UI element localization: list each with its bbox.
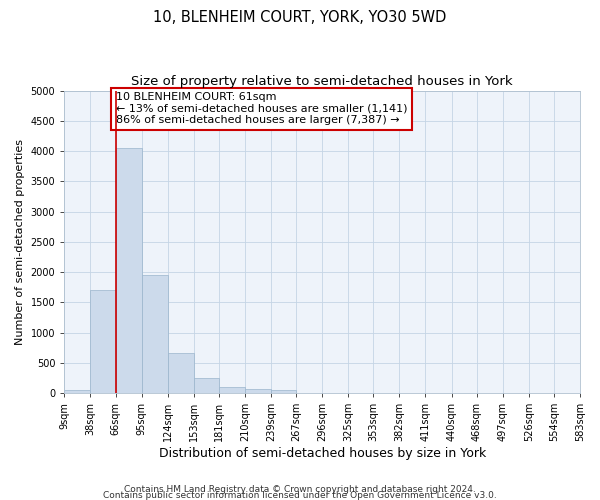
Bar: [271, 390, 296, 393]
Bar: [64, 390, 91, 393]
Bar: [219, 388, 245, 393]
Bar: [167, 352, 194, 393]
Text: 10 BLENHEIM COURT: 61sqm
← 13% of semi-detached houses are smaller (1,141)
86% o: 10 BLENHEIM COURT: 61sqm ← 13% of semi-d…: [116, 92, 407, 126]
Bar: [116, 148, 142, 393]
Bar: [194, 378, 219, 393]
Text: Contains HM Land Registry data © Crown copyright and database right 2024.: Contains HM Land Registry data © Crown c…: [124, 484, 476, 494]
Y-axis label: Number of semi-detached properties: Number of semi-detached properties: [15, 139, 25, 345]
Text: Contains public sector information licensed under the Open Government Licence v3: Contains public sector information licen…: [103, 490, 497, 500]
X-axis label: Distribution of semi-detached houses by size in York: Distribution of semi-detached houses by …: [158, 447, 486, 460]
Bar: [245, 389, 271, 393]
Title: Size of property relative to semi-detached houses in York: Size of property relative to semi-detach…: [131, 75, 513, 88]
Bar: [142, 275, 167, 393]
Bar: [91, 290, 116, 393]
Text: 10, BLENHEIM COURT, YORK, YO30 5WD: 10, BLENHEIM COURT, YORK, YO30 5WD: [154, 10, 446, 25]
